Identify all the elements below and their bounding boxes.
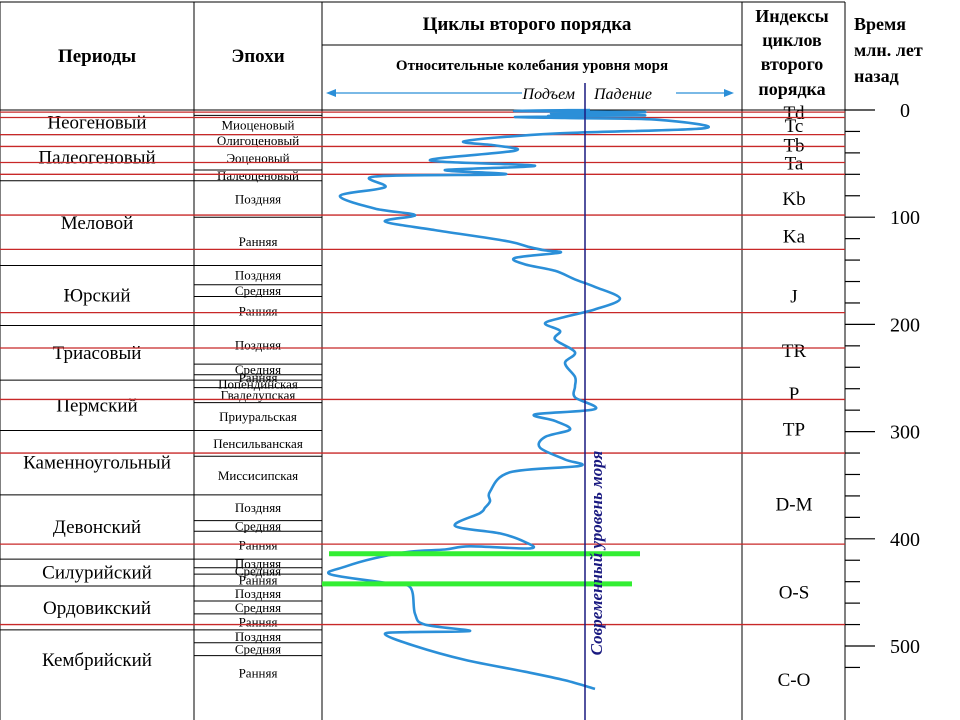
cycle-index-label: Ka	[783, 226, 806, 247]
header-cycles-title: Циклы второго порядка	[423, 14, 632, 35]
header-index-line-4: порядка	[758, 79, 825, 99]
cycle-index-label: P	[789, 384, 800, 405]
label-rise: Подъем	[522, 86, 575, 103]
period-name: Каменноугольный	[23, 453, 171, 474]
cycle-index-label: TP	[783, 419, 805, 440]
epoch-name: Миссисипская	[218, 468, 298, 483]
epoch-name: Миоценовый	[221, 118, 294, 133]
header-index-line-3: второго	[761, 54, 824, 74]
label-fall: Падение	[593, 86, 652, 103]
period-name: Палеогеновый	[38, 148, 155, 169]
header-epochs: Эпохи	[231, 46, 284, 67]
cycle-boundary-lines	[0, 111, 845, 626]
header-time-line-3: назад	[854, 66, 899, 86]
epoch-name: Средняя	[235, 642, 281, 657]
age-axis: 0 100 200 300 400 500	[845, 100, 920, 669]
sea-level-curve	[327, 108, 710, 691]
tick-label: 500	[890, 636, 920, 658]
cycle-index-label: C-O	[778, 670, 811, 691]
epoch-name: Средняя	[235, 362, 281, 377]
cycle-index-label: Ta	[785, 154, 804, 175]
cycle-index-label: J	[790, 286, 797, 307]
cycle-index-label: Kb	[782, 189, 805, 210]
tick-label: 200	[890, 314, 920, 336]
fall-arrowhead	[724, 89, 734, 97]
period-name: Пермский	[56, 395, 137, 416]
header-cycles-subtitle: Относительные колебания уровня моря	[396, 58, 668, 74]
epoch-name: Олигоценовый	[217, 133, 299, 148]
epoch-name: Поздняя	[235, 337, 281, 352]
epoch-name: Средняя	[235, 283, 281, 298]
epoch-name: Ранняя	[239, 614, 278, 629]
epoch-name: Ранняя	[239, 573, 278, 588]
epoch-name: Поздняя	[235, 500, 281, 515]
rise-arrowhead	[326, 89, 336, 97]
tick-label: 300	[890, 422, 920, 444]
table-grid	[0, 1, 846, 720]
tick-label: 400	[890, 529, 920, 551]
period-name: Девонский	[53, 517, 141, 538]
epoch-name: Поздняя	[235, 556, 281, 571]
header-periods: Периоды	[58, 46, 136, 67]
epoch-name: Приуральская	[219, 409, 297, 424]
epoch-name: Ранняя	[239, 665, 278, 680]
header-index-line-2: циклов	[762, 30, 822, 50]
cycle-index-label: Tc	[785, 116, 804, 137]
epoch-name: Поздняя	[235, 191, 281, 206]
table-cells: Неогеновый Палеогеновый Меловой Юрский Триас…	[23, 103, 812, 691]
epoch-name: Ранняя	[239, 304, 278, 319]
tick-label: 100	[890, 207, 920, 229]
period-name: Меловой	[61, 213, 134, 234]
epoch-name: Гваделупская	[221, 388, 296, 403]
epoch-name: Средняя	[235, 518, 281, 533]
header-index-line-1: Индексы	[755, 6, 828, 26]
present-sea-level-label: Современный уровень моря	[587, 450, 606, 655]
cycle-index-label: TR	[782, 341, 807, 362]
epoch-name: Средняя	[235, 600, 281, 615]
header-time-line-2: млн. лет	[854, 40, 923, 60]
epoch-name: Ранняя	[239, 234, 278, 249]
rise-fall-arrow	[326, 89, 734, 97]
epoch-name: Палеоценовый	[217, 168, 299, 183]
epoch-name: Попендинская	[218, 376, 298, 391]
epoch-name: Поздняя	[235, 629, 281, 644]
period-name: Кембрийский	[42, 650, 152, 671]
period-name: Силурийский	[42, 563, 152, 584]
epoch-name: Средняя	[235, 563, 281, 578]
period-name: Юрский	[63, 285, 130, 306]
cycle-index-label: O-S	[779, 582, 810, 603]
period-name: Триасовый	[53, 343, 142, 364]
epoch-name: Ранняя	[239, 370, 278, 385]
epoch-name: Ранняя	[239, 538, 278, 553]
epoch-name: Пенсильванская	[213, 436, 303, 451]
cycle-index-label: Td	[783, 103, 805, 124]
green-marker-bands	[322, 551, 640, 587]
sea-level-curve-layer	[327, 108, 710, 691]
epoch-name: Поздняя	[235, 586, 281, 601]
tick-label: 0	[900, 100, 910, 122]
period-name: Ордовикский	[43, 598, 151, 619]
cycle-index-label: D-M	[776, 494, 813, 515]
epoch-name: Эоценовый	[226, 151, 289, 166]
header-time-line-1: Время	[854, 14, 906, 34]
period-name: Неогеновый	[47, 112, 146, 133]
epoch-name: Поздняя	[235, 268, 281, 283]
